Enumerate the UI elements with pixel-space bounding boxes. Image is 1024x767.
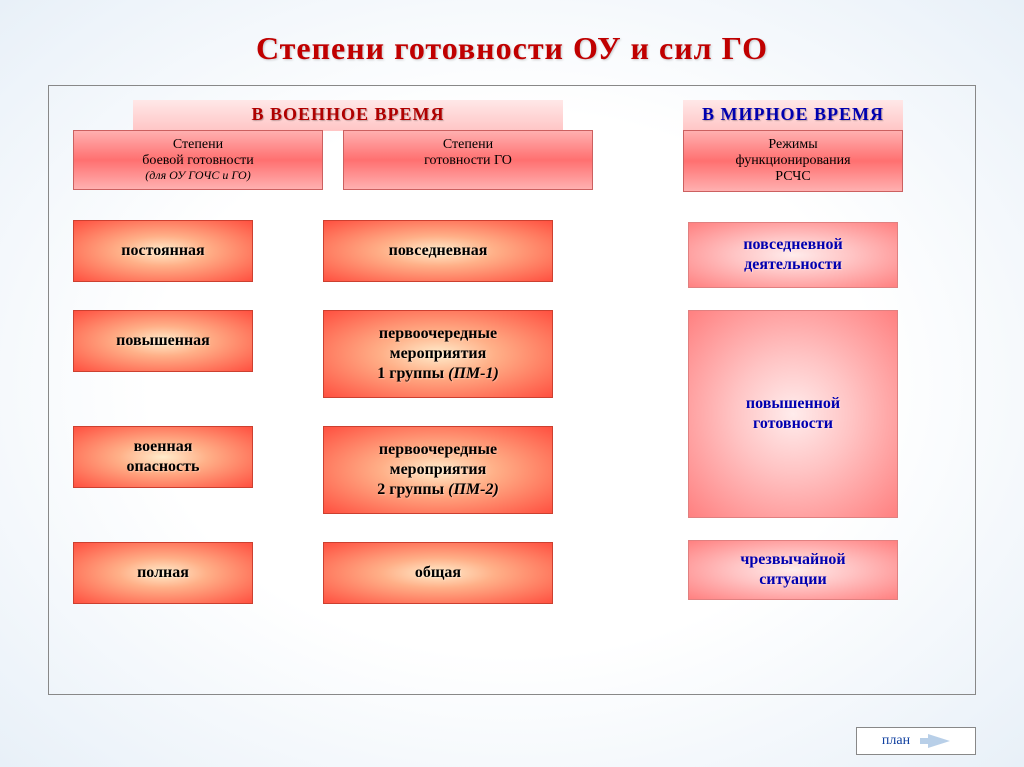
box-constant: постоянная	[73, 220, 253, 282]
em-l2: ситуации	[740, 570, 845, 590]
pm2-l3b: (ПМ-2)	[448, 481, 499, 498]
box-increased: повышенная	[73, 310, 253, 372]
row-1: постоянная повседневная	[73, 220, 633, 282]
box-daily: повседневная	[323, 220, 553, 282]
box-emergency: чрезвычайной ситуации	[688, 540, 898, 600]
pm1-l1: первоочередные	[377, 324, 499, 344]
sh1-small: (для ОУ ГОЧС и ГО)	[78, 169, 318, 183]
arrow-right-icon	[928, 734, 950, 748]
subheaders-military: Степени боевой готовности (для ОУ ГОЧС и…	[73, 130, 633, 190]
row-3: военная опасность первоочередные меропри…	[73, 426, 633, 514]
box-full: полная	[73, 542, 253, 604]
column-military: В ВОЕННОЕ ВРЕМЯ Степени боевой готовност…	[73, 100, 633, 604]
plan-label: план	[882, 733, 910, 749]
pm2-l3a: 2 группы	[377, 481, 448, 498]
sh1-line1: Степени	[78, 137, 318, 153]
em-l1: чрезвычайной	[740, 550, 845, 570]
pm2-l1: первоочередные	[377, 440, 499, 460]
sh2-line1: Степени	[348, 137, 588, 153]
page-title: Степени готовности ОУ и сил ГО	[0, 0, 1024, 85]
row-2: повышенная первоочередные мероприятия 1 …	[73, 310, 633, 398]
hr-l2: готовности	[746, 414, 840, 434]
md-l1: военная	[127, 437, 200, 457]
md-l2: опасность	[127, 457, 200, 477]
sh3-l1: Режимы	[688, 137, 898, 153]
header-military: В ВОЕННОЕ ВРЕМЯ	[133, 100, 563, 131]
subheader-go-readiness: Степени готовности ГО	[343, 130, 593, 190]
subheader-combat-readiness: Степени боевой готовности (для ОУ ГОЧС и…	[73, 130, 323, 190]
column-peace: В МИРНОЕ ВРЕМЯ Режимы функционирования Р…	[673, 100, 913, 604]
sh3-l3: РСЧС	[688, 169, 898, 185]
box-pm2: первоочередные мероприятия 2 группы (ПМ-…	[323, 426, 553, 514]
sh2-line2: готовности ГО	[348, 153, 588, 169]
plan-button[interactable]: план	[856, 727, 976, 755]
header-peace: В МИРНОЕ ВРЕМЯ	[683, 100, 903, 131]
grid-left: постоянная повседневная повышенная перво…	[73, 220, 633, 604]
pm1-l2: мероприятия	[377, 344, 499, 364]
row-4: полная общая	[73, 542, 633, 604]
pm2-l3: 2 группы (ПМ-2)	[377, 480, 499, 500]
grid-right: повседневной деятельности повышенной гот…	[673, 222, 913, 600]
sh1-line2: боевой готовности	[78, 153, 318, 169]
pm1-l3a: 1 группы	[377, 365, 448, 382]
box-high-readiness: повышенной готовности	[688, 310, 898, 518]
pm1-l3b: (ПМ-1)	[448, 365, 499, 382]
sh3-l2: функционирования	[688, 153, 898, 169]
hr-l1: повышенной	[746, 394, 840, 414]
subheader-rschs: Режимы функционирования РСЧС	[683, 130, 903, 192]
da-l2: деятельности	[743, 255, 842, 275]
box-pm1: первоочередные мероприятия 1 группы (ПМ-…	[323, 310, 553, 398]
columns-wrap: В ВОЕННОЕ ВРЕМЯ Степени боевой готовност…	[73, 100, 951, 604]
da-l1: повседневной	[743, 235, 842, 255]
box-military-danger: военная опасность	[73, 426, 253, 488]
pm2-l2: мероприятия	[377, 460, 499, 480]
box-daily-activity: повседневной деятельности	[688, 222, 898, 288]
pm1-l3: 1 группы (ПМ-1)	[377, 364, 499, 384]
box-general: общая	[323, 542, 553, 604]
main-frame: В ВОЕННОЕ ВРЕМЯ Степени боевой готовност…	[48, 85, 976, 695]
